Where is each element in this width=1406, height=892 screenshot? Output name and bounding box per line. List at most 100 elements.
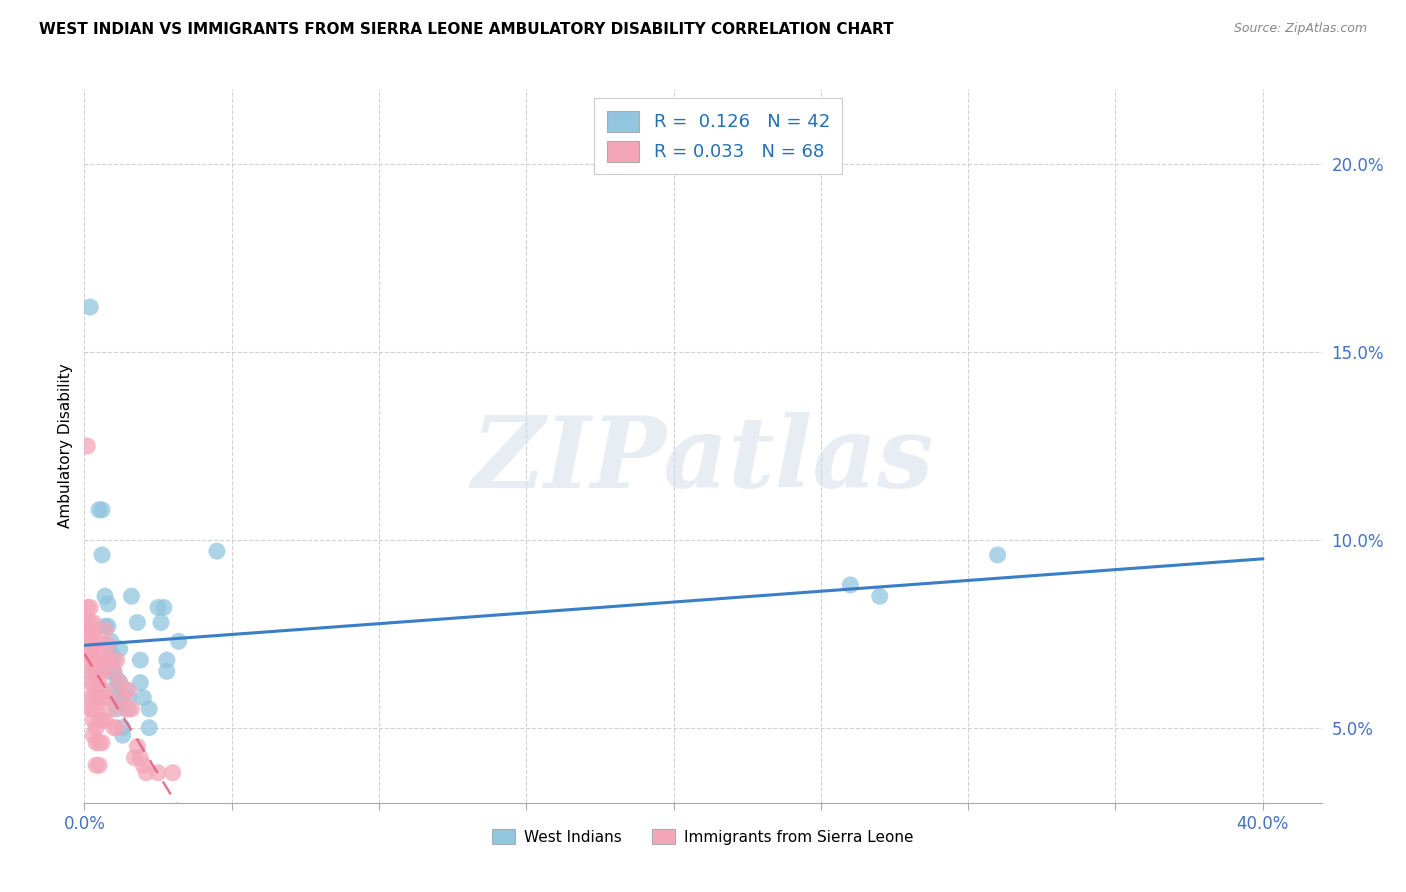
Point xyxy=(162,765,184,780)
Point xyxy=(205,544,228,558)
Point xyxy=(87,672,110,686)
Point xyxy=(108,675,131,690)
Point xyxy=(79,702,101,716)
Point xyxy=(94,713,117,727)
Point xyxy=(91,548,114,562)
Text: WEST INDIAN VS IMMIGRANTS FROM SIERRA LEONE AMBULATORY DISABILITY CORRELATION CH: WEST INDIAN VS IMMIGRANTS FROM SIERRA LE… xyxy=(39,22,894,37)
Point xyxy=(84,665,107,679)
Point xyxy=(987,548,1010,562)
Point xyxy=(87,503,110,517)
Point xyxy=(94,619,117,633)
Point xyxy=(82,665,104,679)
Point xyxy=(108,675,131,690)
Point xyxy=(100,653,122,667)
Point xyxy=(94,623,117,637)
Point xyxy=(111,721,134,735)
Point xyxy=(100,702,122,716)
Point xyxy=(76,439,98,453)
Point xyxy=(91,690,114,705)
Point xyxy=(117,683,139,698)
Point xyxy=(146,765,169,780)
Point xyxy=(82,713,104,727)
Point xyxy=(84,758,107,772)
Point xyxy=(111,694,134,708)
Point xyxy=(84,702,107,716)
Point xyxy=(121,702,143,716)
Point xyxy=(103,665,125,679)
Point xyxy=(839,578,862,592)
Point xyxy=(156,665,179,679)
Point xyxy=(76,600,98,615)
Point xyxy=(94,653,117,667)
Point xyxy=(84,721,107,735)
Text: ZIPatlas: ZIPatlas xyxy=(472,412,934,508)
Point xyxy=(105,702,128,716)
Point xyxy=(79,646,101,660)
Point xyxy=(79,600,101,615)
Point xyxy=(82,675,104,690)
Point xyxy=(138,702,160,716)
Point xyxy=(87,690,110,705)
Point xyxy=(82,728,104,742)
Point xyxy=(117,690,139,705)
Point xyxy=(105,690,128,705)
Point xyxy=(76,638,98,652)
Point xyxy=(121,589,143,603)
Point xyxy=(82,653,104,667)
Point xyxy=(91,638,114,652)
Point xyxy=(100,634,122,648)
Point xyxy=(146,600,169,615)
Point xyxy=(97,619,120,633)
Point xyxy=(869,589,891,603)
Point xyxy=(103,653,125,667)
Point xyxy=(79,690,101,705)
Point xyxy=(129,750,152,764)
Point xyxy=(105,653,128,667)
Point xyxy=(76,646,98,660)
Point xyxy=(97,638,120,652)
Point xyxy=(84,736,107,750)
Point xyxy=(87,758,110,772)
Point xyxy=(127,615,149,630)
Point xyxy=(82,615,104,630)
Point xyxy=(100,646,122,660)
Point xyxy=(76,615,98,630)
Point xyxy=(127,739,149,754)
Point xyxy=(79,653,101,667)
Point xyxy=(138,721,160,735)
Point xyxy=(149,615,172,630)
Point xyxy=(103,721,125,735)
Point xyxy=(97,690,120,705)
Point xyxy=(94,683,117,698)
Point xyxy=(87,713,110,727)
Point xyxy=(108,641,131,656)
Text: Source: ZipAtlas.com: Source: ZipAtlas.com xyxy=(1233,22,1367,36)
Point xyxy=(105,721,128,735)
Point xyxy=(129,675,152,690)
Point xyxy=(114,683,136,698)
Point xyxy=(156,653,179,667)
Point xyxy=(111,690,134,705)
Point xyxy=(103,683,125,698)
Legend: West Indians, Immigrants from Sierra Leone: West Indians, Immigrants from Sierra Leo… xyxy=(485,821,921,852)
Point xyxy=(82,702,104,716)
Point xyxy=(82,690,104,705)
Point xyxy=(82,627,104,641)
Point xyxy=(87,736,110,750)
Point xyxy=(129,653,152,667)
Point xyxy=(153,600,176,615)
Point xyxy=(87,653,110,667)
Point xyxy=(79,627,101,641)
Point xyxy=(76,627,98,641)
Y-axis label: Ambulatory Disability: Ambulatory Disability xyxy=(58,364,73,528)
Point xyxy=(100,665,122,679)
Point xyxy=(82,638,104,652)
Point xyxy=(117,702,139,716)
Point xyxy=(84,653,107,667)
Point xyxy=(105,672,128,686)
Point xyxy=(91,736,114,750)
Point xyxy=(114,702,136,716)
Point xyxy=(84,683,107,698)
Point xyxy=(79,665,101,679)
Point xyxy=(91,713,114,727)
